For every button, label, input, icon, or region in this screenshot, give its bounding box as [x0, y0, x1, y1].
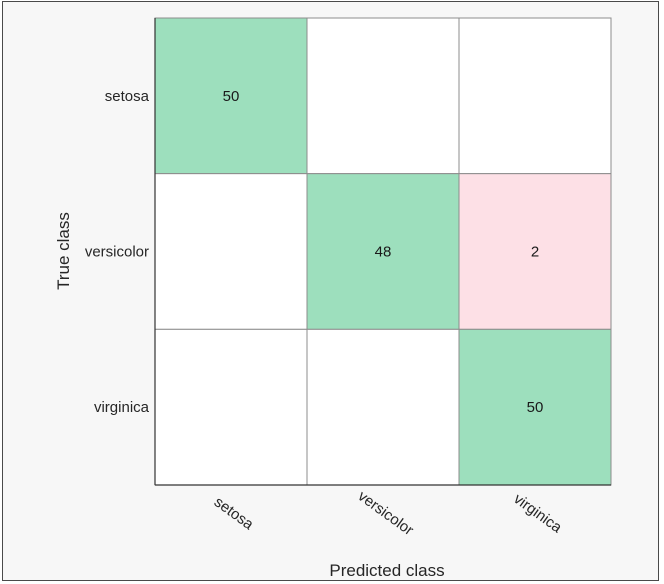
- matrix-cell-2-0: [154, 328, 308, 486]
- cell-value-1-2: 2: [531, 244, 539, 261]
- matrix-cell-0-2: [458, 17, 612, 175]
- matrix-cell-2-2: [458, 328, 612, 486]
- cell-value-1-1: 48: [375, 244, 392, 261]
- matrix-cell-1-2: [458, 173, 612, 330]
- matrix-cell-values: 50 48 2 50: [223, 88, 544, 416]
- matrix-cell-1-0: [154, 173, 308, 330]
- cell-value-2-2: 50: [527, 399, 544, 416]
- y-tick-labels: setosa versicolor virginica: [85, 88, 150, 416]
- matrix-cell-0-0: [154, 17, 308, 175]
- matrix-cell-2-1: [306, 328, 460, 486]
- x-tick-label-setosa: setosa: [211, 493, 257, 533]
- y-tick-label-setosa: setosa: [105, 88, 150, 105]
- matrix-axes: [154, 18, 611, 486]
- matrix-cells: [154, 17, 612, 486]
- matrix-cell-0-1: [306, 17, 460, 175]
- x-axis-label: Predicted class: [329, 561, 444, 580]
- y-tick-label-virginica: virginica: [94, 399, 150, 416]
- x-tick-label-versicolor: versicolor: [355, 488, 417, 539]
- x-tick-label-virginica: virginica: [510, 490, 565, 536]
- cell-value-0-0: 50: [223, 88, 240, 105]
- y-axis-label: True class: [54, 212, 73, 290]
- y-tick-label-versicolor: versicolor: [85, 244, 149, 261]
- x-tick-labels: setosa versicolor virginica: [211, 488, 566, 539]
